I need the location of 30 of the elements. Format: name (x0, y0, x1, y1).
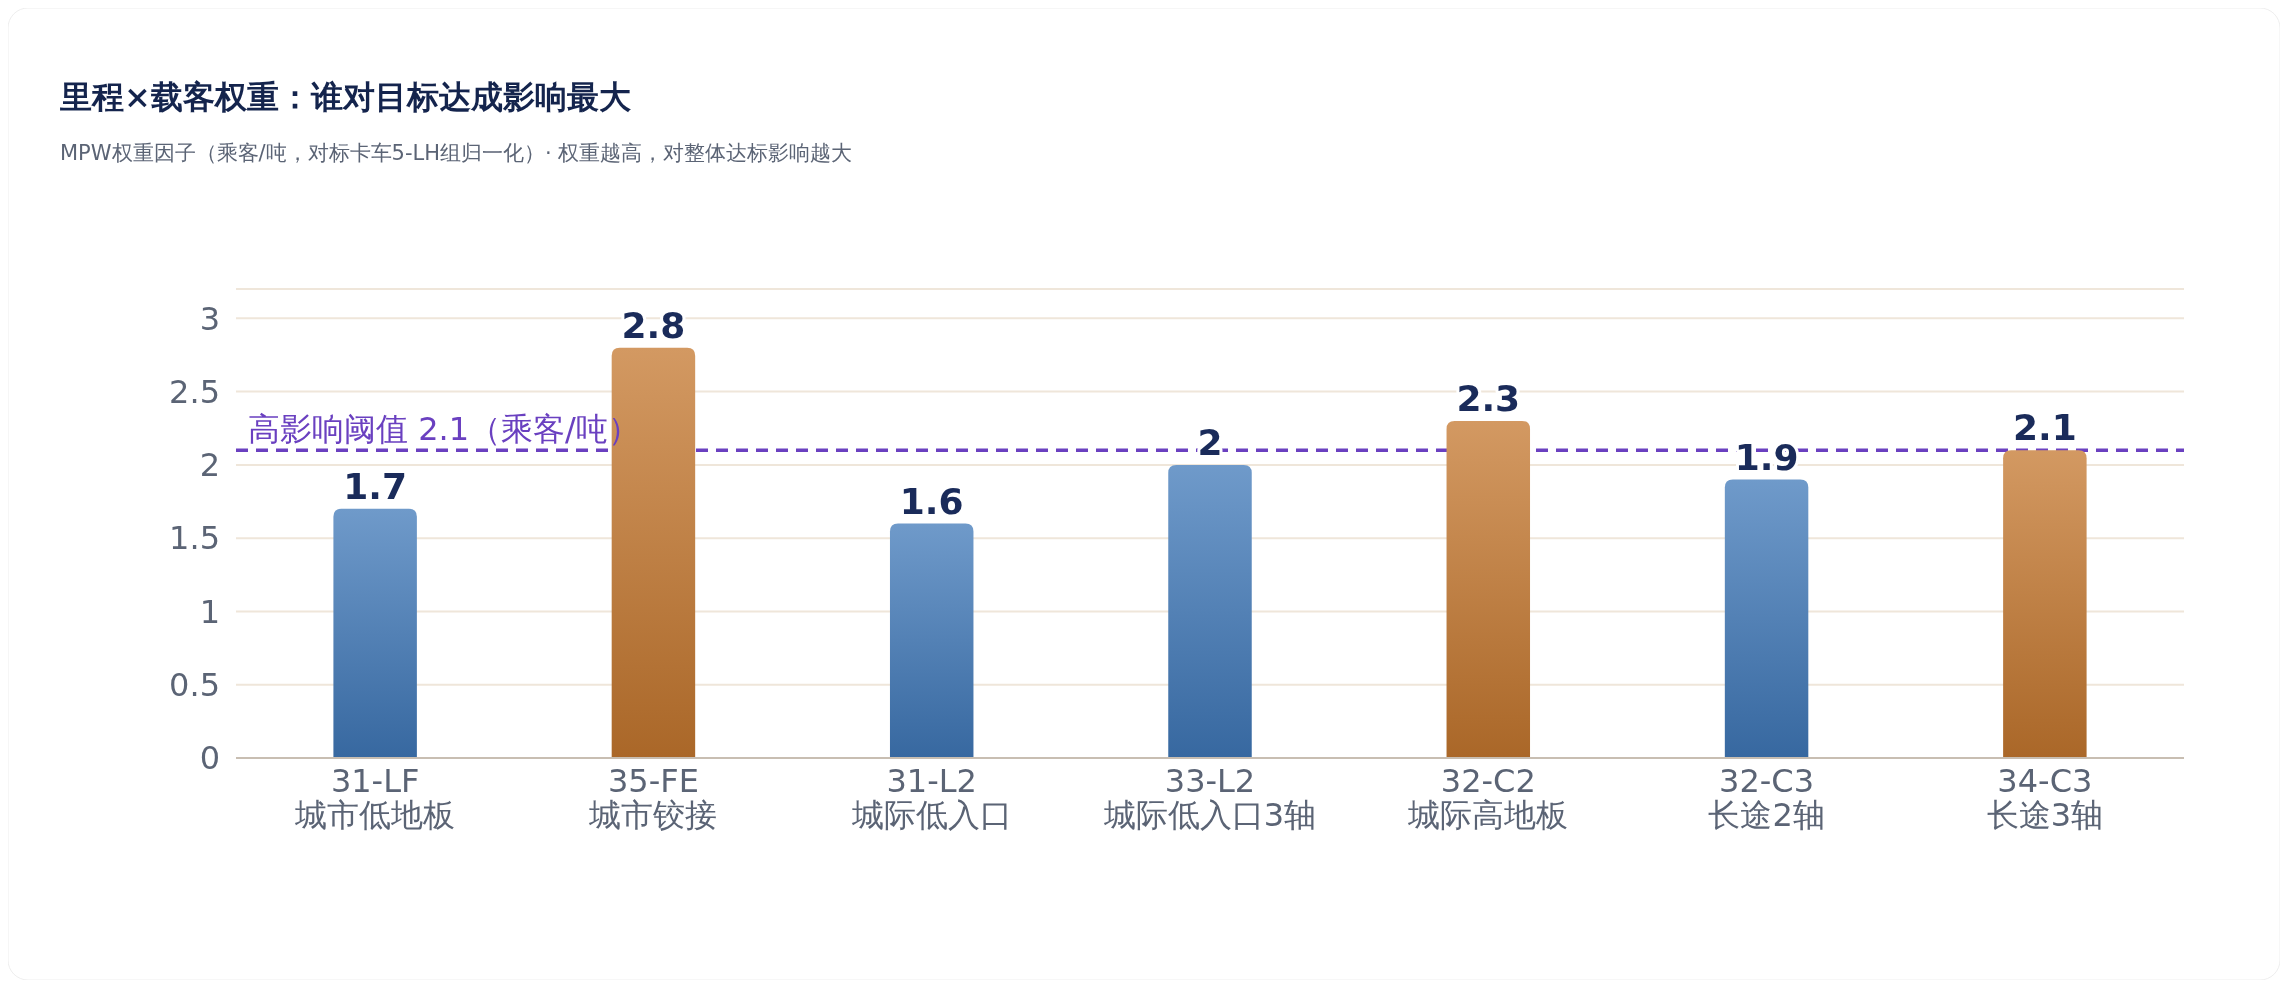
data-label: 2.1 (2012, 407, 2077, 449)
bar (1446, 420, 1531, 758)
y-tick-label: 2.5 (169, 372, 220, 411)
data-label: 1.9 (1734, 436, 1799, 478)
x-tick-label: 33-L2 城际低入口3轴 (1102, 762, 1317, 834)
x-tick-label: 31-LF 城市低地板 (294, 762, 456, 834)
chart-title: 里程×载客权重：谁对目标达成影响最大 (59, 78, 631, 116)
x-tick-label: 31-L2 城际低入口 (850, 762, 1012, 834)
chart-subtitle: MPW权重因子（乘客/吨，对标卡车5-LH组归一化）· 权重越高，对整体达标影响越大 (60, 141, 853, 165)
y-tick-label: 1.5 (169, 519, 220, 558)
ref-line-label: 高影响阈值 2.1（乘客/吨） (248, 410, 640, 449)
x-tick-label: 32-C3 长途2轴 (1708, 762, 1825, 834)
y-tick-label: 2 (199, 446, 220, 485)
bar (333, 508, 417, 758)
bar (1724, 479, 1809, 758)
data-label: 1.6 (899, 480, 964, 522)
x-tick-label: 35-FE 城市铰接 (588, 762, 718, 834)
data-label: 2.8 (621, 304, 686, 346)
x-tick-label: 34-C3 长途3轴 (1986, 762, 2104, 834)
x-tick-label: 32-C2 城际高地板 (1407, 762, 1569, 834)
data-label: 2.3 (1456, 377, 1521, 419)
y-tick-label: 1 (199, 592, 220, 631)
y-tick-label: 0.5 (169, 665, 220, 704)
data-label: 1.7 (343, 465, 408, 507)
bar (889, 523, 974, 758)
bar (1168, 464, 1252, 758)
y-tick-label: 0 (199, 739, 220, 778)
y-tick-label: 3 (199, 299, 220, 338)
bar (611, 347, 696, 758)
bar (2003, 450, 2087, 758)
